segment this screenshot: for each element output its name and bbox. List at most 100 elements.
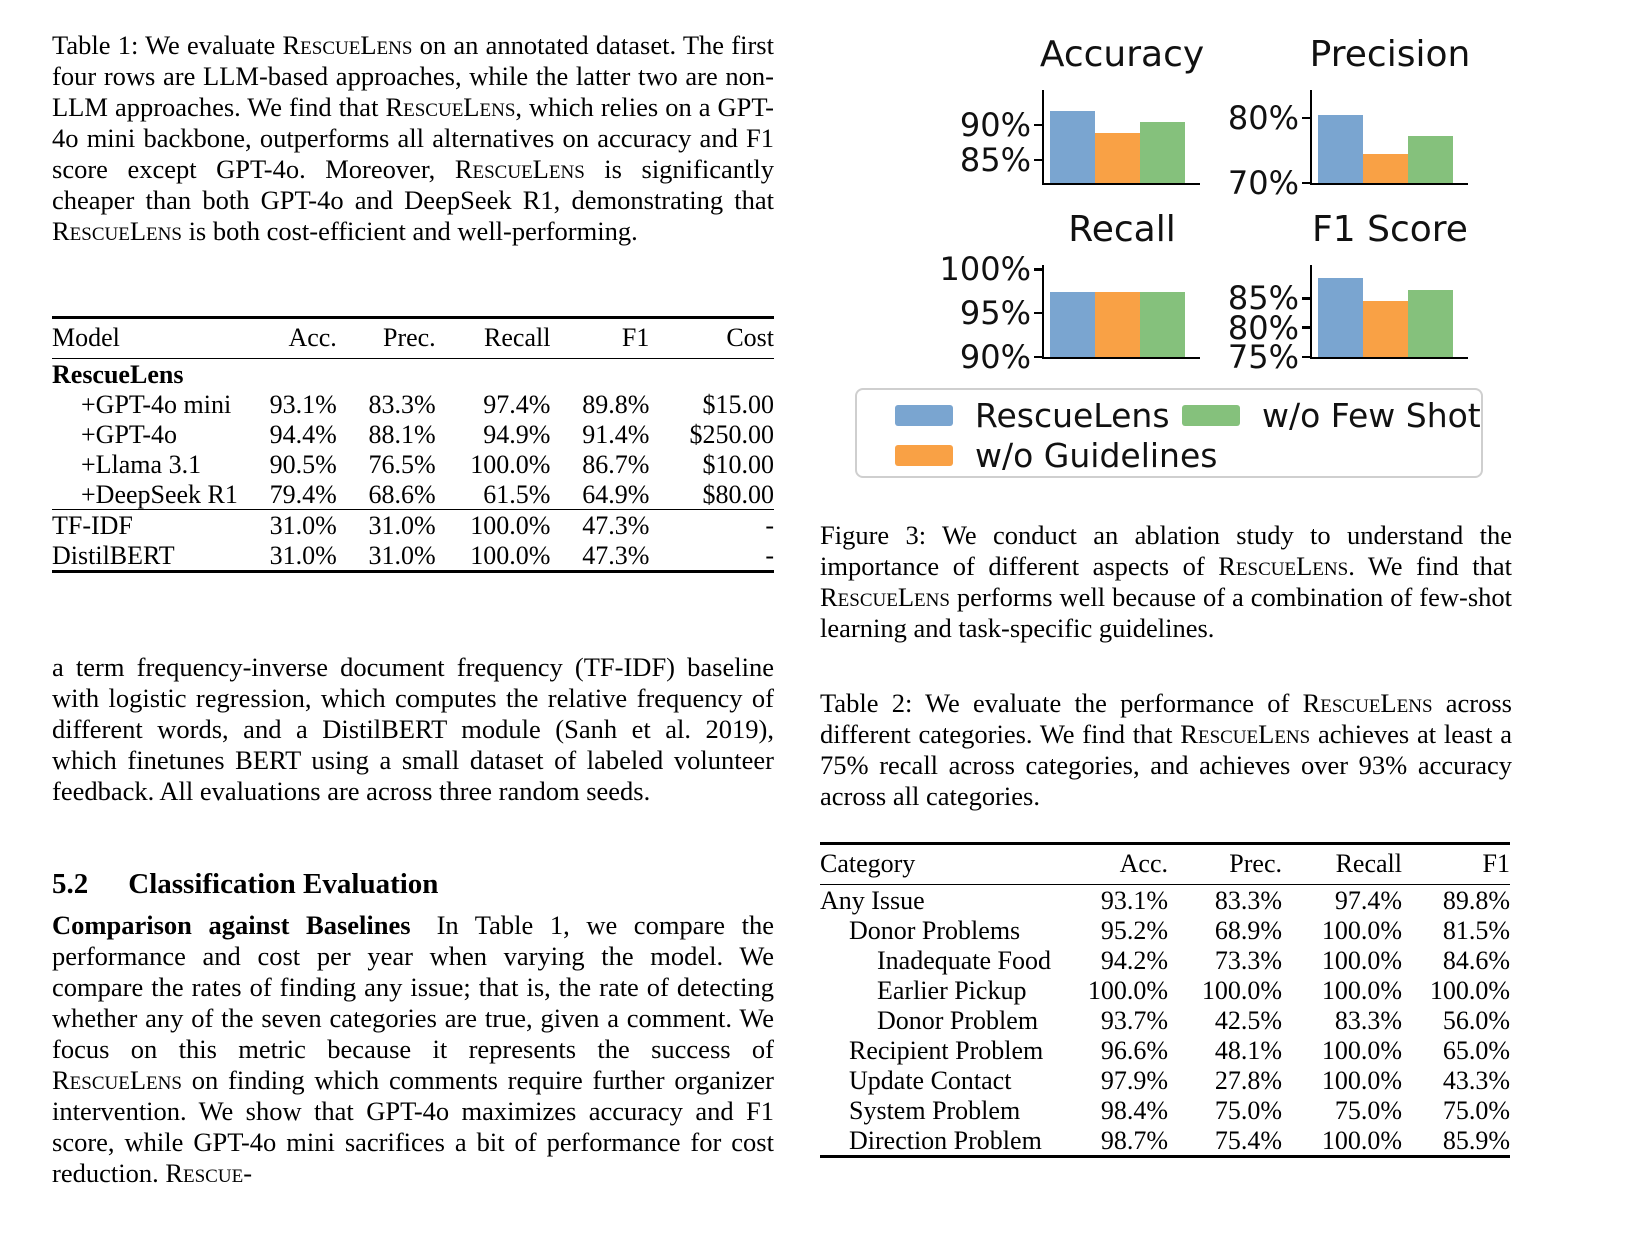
chart-precision: Precision 70% 80% <box>1228 35 1470 199</box>
recall-cell: 100.0% <box>1321 1065 1402 1095</box>
recall-cell: 100.0% <box>1321 975 1402 1005</box>
table1-llm-rows: RescueLens +GPT-4o mini 93.1% 83.3% 97.4% 89.… <box>52 359 774 510</box>
table1-col-model: Model <box>52 323 120 352</box>
chart-accuracy: Accuracy 85% 90% <box>960 35 1204 185</box>
cost-cell: - <box>765 510 774 540</box>
y-tick-label: 80% <box>1227 308 1299 347</box>
bar-w-o-guidelines <box>1095 133 1140 183</box>
table1-group-label: RescueLens <box>52 359 184 389</box>
y-tick-label: 80% <box>1227 98 1299 137</box>
prec-cell: 75.0% <box>1214 1095 1282 1125</box>
category-cell: Earlier Pickup <box>877 975 1027 1005</box>
model-cell: +GPT-4o <box>81 419 178 449</box>
bar-rescuelens <box>1050 292 1095 357</box>
y-tick-mark <box>1302 297 1312 300</box>
cost-cell: $15.00 <box>702 389 775 419</box>
table1-col-recall: Recall <box>484 323 551 352</box>
table1-col-acc: Acc. <box>288 323 337 352</box>
f1-cell: 43.3% <box>1442 1065 1510 1095</box>
f1-cell: 91.4% <box>582 419 650 449</box>
recall-cell: 100.0% <box>470 510 551 540</box>
legend-color-patch <box>1182 404 1240 426</box>
category-cell: Any Issue <box>820 885 925 915</box>
recall-cell: 100.0% <box>470 540 551 570</box>
model-cell: +Llama 3.1 <box>81 449 202 479</box>
y-tick-label: 85% <box>959 140 1031 179</box>
table-row: Inadequate Food 94.2% 73.3% 100.0% 84.6% <box>820 945 1510 975</box>
recall-cell: 100.0% <box>1321 1125 1402 1155</box>
table-row: Direction Problem 98.7% 75.4% 100.0% 85.9% <box>820 1125 1510 1157</box>
recall-cell: 75.0% <box>1334 1095 1402 1125</box>
legend-item: w/o Guidelines <box>895 439 1217 472</box>
bar-rescuelens <box>1318 278 1363 357</box>
legend-item: RescueLens <box>895 395 1182 435</box>
table-row: Update Contact 97.9% 27.8% 100.0% 43.3% <box>820 1065 1510 1095</box>
recall-cell: 100.0% <box>1321 915 1402 945</box>
table2-col-category: Category <box>820 849 916 878</box>
table2-table: Category Acc. Prec. Recall F1 Any Issue 9… <box>820 842 1510 1158</box>
table2-col-f1: F1 <box>1482 849 1510 878</box>
prec-cell: 42.5% <box>1214 1005 1282 1035</box>
prec-cell: 31.0% <box>368 510 436 540</box>
model-cell: TF-IDF <box>52 510 133 540</box>
bar-rescuelens <box>1318 114 1363 183</box>
table-row: Any Issue 93.1% 83.3% 97.4% 89.8% <box>820 885 1510 916</box>
f1-cell: 100.0% <box>1429 975 1510 1005</box>
table1-caption: Table 1: We evaluate RescueLens on an an… <box>52 30 774 246</box>
legend-color-patch <box>895 404 953 426</box>
paragraph-runin-heading: Comparison against Baselines <box>52 910 411 940</box>
acc-cell: 96.6% <box>1100 1035 1168 1065</box>
f1-cell: 84.6% <box>1442 945 1510 975</box>
category-cell: System Problem <box>849 1095 1021 1125</box>
table1-table: Model Acc. Prec. Recall F1 Cost RescueLe… <box>52 316 774 573</box>
prec-cell: 100.0% <box>1201 975 1282 1005</box>
y-tick-label: 85% <box>1227 279 1299 318</box>
y-tick-label: 90% <box>959 338 1031 376</box>
table1-baseline-rows: TF-IDF 31.0% 31.0% 100.0% 47.3% - DistilBERT 31… <box>52 509 774 572</box>
f1-cell: 89.8% <box>582 389 650 419</box>
section-heading: 5.2 Classification Evaluation <box>52 868 774 901</box>
prec-cell: 76.5% <box>368 449 436 479</box>
acc-cell: 94.2% <box>1100 945 1168 975</box>
paragraph-comparison-body: In Table 1, we compare the performance a… <box>52 910 774 1188</box>
f1-cell: 89.8% <box>1442 885 1510 915</box>
bar-w-o-guidelines <box>1363 153 1408 183</box>
f1-cell: 56.0% <box>1442 1005 1510 1035</box>
acc-cell: 31.0% <box>269 540 337 570</box>
legend-label: w/o Few Shot <box>1262 395 1481 435</box>
recall-cell: 100.0% <box>1321 945 1402 975</box>
figure3-legend: RescueLens w/o Guidelines w/o Few Shot <box>855 388 1483 478</box>
table1-header: Model Acc. Prec. Recall F1 Cost <box>52 317 774 359</box>
section-title: Classification Evaluation <box>128 868 439 900</box>
y-tick-mark <box>1034 268 1044 271</box>
y-tick-mark <box>1302 355 1312 359</box>
y-tick-label: 90% <box>959 105 1031 144</box>
category-cell: Inadequate Food <box>877 945 1052 975</box>
acc-cell: 90.5% <box>269 449 337 479</box>
paragraph-tfidf: a term frequency-inverse document freque… <box>52 652 774 806</box>
category-cell: Direction Problem <box>849 1125 1042 1155</box>
bar-w-o-guidelines <box>1363 301 1408 357</box>
legend-color-patch <box>895 444 953 466</box>
cost-cell: $80.00 <box>702 479 775 509</box>
bar-w-o-few-shot <box>1140 122 1185 183</box>
table-row: Recipient Problem 96.6% 48.1% 100.0% 65.0% <box>820 1035 1510 1065</box>
recall-cell: 97.4% <box>1334 885 1402 915</box>
bar-rescuelens <box>1050 110 1095 183</box>
prec-cell: 88.1% <box>368 419 436 449</box>
legend-label: RescueLens <box>975 395 1170 435</box>
paragraph-comparison: Comparison against Baselines In Table 1, … <box>52 910 774 1189</box>
legend-label: w/o Guidelines <box>975 435 1218 475</box>
acc-cell: 100.0% <box>1087 975 1168 1005</box>
table2-caption: Table 2: We evaluate the performance of … <box>820 688 1513 811</box>
model-cell: DistilBERT <box>52 540 175 570</box>
table2-header: Category Acc. Prec. Recall F1 <box>820 843 1510 885</box>
prec-cell: 75.4% <box>1214 1125 1282 1155</box>
table1: Model Acc. Prec. Recall F1 Cost RescueLe… <box>52 316 774 573</box>
f1-cell: 65.0% <box>1442 1035 1510 1065</box>
table-row: DistilBERT 31.0% 31.0% 100.0% 47.3% - <box>52 540 774 572</box>
recall-cell: 61.5% <box>483 479 551 509</box>
table2: Category Acc. Prec. Recall F1 Any Issue 9… <box>820 842 1510 1158</box>
y-tick-label: 75% <box>1227 338 1299 376</box>
